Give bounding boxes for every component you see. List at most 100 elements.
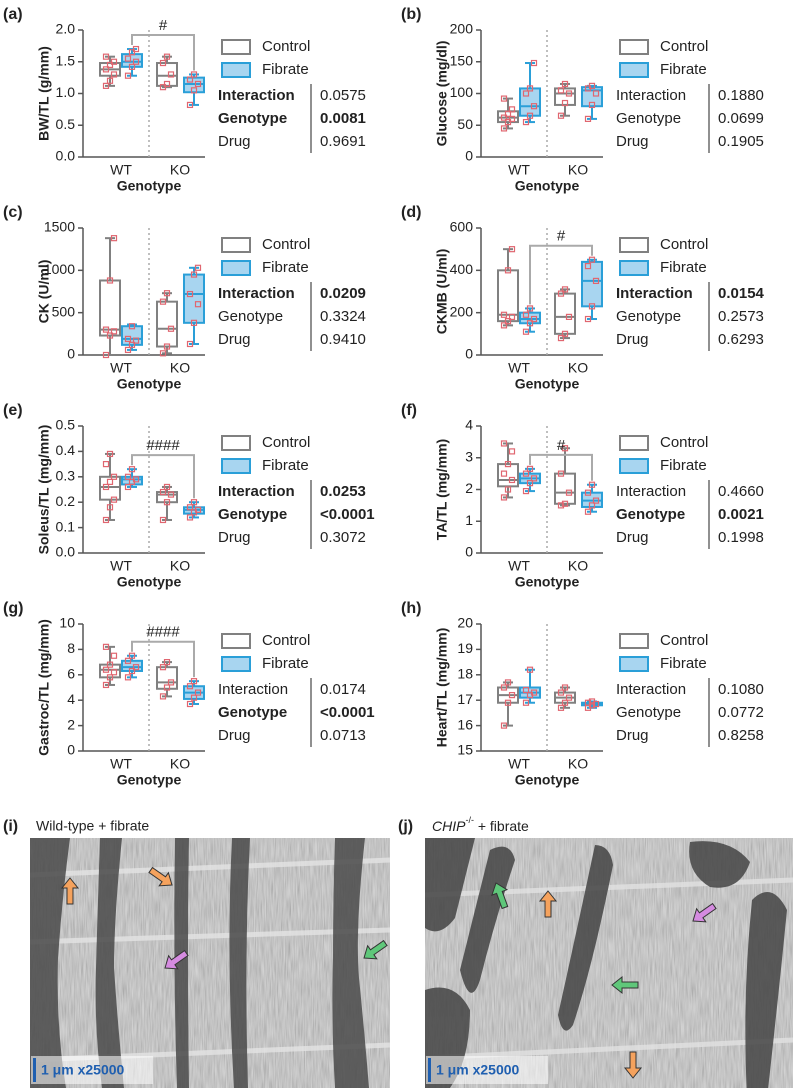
legend-label: Fibrate bbox=[660, 655, 707, 672]
stats-value: 0.3324 bbox=[320, 308, 366, 325]
data-point bbox=[194, 80, 202, 88]
data-point bbox=[504, 679, 512, 686]
data-point bbox=[106, 504, 114, 511]
stats-value: 0.0253 bbox=[320, 483, 366, 500]
legend-label: Control bbox=[262, 434, 310, 451]
title-sup: -/- bbox=[465, 815, 474, 825]
x-tick-label: WT bbox=[110, 360, 132, 376]
y-tick-label: 100 bbox=[450, 84, 474, 100]
data-point bbox=[102, 483, 110, 491]
data-point bbox=[522, 470, 530, 477]
data-point bbox=[190, 319, 198, 326]
significance-label: # bbox=[557, 228, 566, 245]
data-point bbox=[186, 683, 194, 690]
data-point bbox=[102, 516, 110, 524]
stats-value: 0.1080 bbox=[718, 681, 764, 698]
data-point bbox=[584, 508, 592, 515]
box bbox=[121, 659, 143, 672]
data-point bbox=[132, 476, 140, 483]
legend-swatch bbox=[221, 62, 251, 78]
data-point bbox=[163, 499, 171, 506]
data-point bbox=[508, 448, 516, 455]
data-point bbox=[500, 722, 508, 729]
data-point bbox=[592, 497, 600, 504]
box bbox=[554, 292, 576, 335]
data-point bbox=[186, 514, 194, 521]
data-point bbox=[124, 657, 132, 664]
stats-value: 0.0021 bbox=[718, 506, 764, 523]
data-point bbox=[132, 45, 140, 53]
data-point bbox=[526, 305, 534, 312]
data-point bbox=[163, 80, 171, 88]
data-point bbox=[557, 334, 565, 342]
panel-label: (e) bbox=[3, 402, 23, 419]
data-point bbox=[557, 704, 565, 711]
data-point bbox=[106, 61, 114, 69]
data-point bbox=[110, 496, 118, 503]
data-point bbox=[504, 318, 512, 325]
x-tick-label: KO bbox=[170, 756, 190, 772]
legend-label: Control bbox=[660, 38, 708, 55]
y-tick-label: 0 bbox=[465, 148, 473, 164]
data-point bbox=[163, 290, 171, 297]
data-point bbox=[588, 303, 596, 310]
data-point bbox=[530, 59, 538, 67]
stats-value: 0.9410 bbox=[320, 331, 366, 348]
data-point bbox=[522, 118, 530, 126]
legend-swatch bbox=[619, 39, 649, 55]
legend-swatch bbox=[221, 656, 251, 672]
scale-bar-label: 1 μm x25000 bbox=[41, 1062, 125, 1078]
box bbox=[156, 491, 178, 504]
box bbox=[183, 273, 205, 324]
stats-label: Drug bbox=[616, 331, 649, 348]
y-tick-label: 19 bbox=[457, 640, 473, 656]
data-point bbox=[110, 669, 118, 676]
y-axis-label: Glucose (mg/dl) bbox=[434, 41, 450, 147]
data-point bbox=[504, 461, 512, 468]
data-point bbox=[163, 684, 171, 691]
data-point bbox=[194, 689, 202, 696]
data-point bbox=[526, 320, 534, 327]
data-point bbox=[124, 335, 132, 343]
stats-value: 0.8258 bbox=[718, 727, 764, 744]
data-point bbox=[102, 351, 110, 359]
box bbox=[581, 86, 603, 108]
x-tick-label: WT bbox=[508, 162, 530, 178]
micrograph-image bbox=[425, 838, 793, 1088]
data-point bbox=[194, 301, 202, 308]
x-axis-label: Genotype bbox=[515, 574, 580, 590]
data-point bbox=[522, 328, 530, 335]
data-point bbox=[561, 286, 569, 293]
stats-value: 0.0174 bbox=[320, 681, 366, 698]
data-point bbox=[190, 71, 198, 78]
box bbox=[99, 475, 121, 501]
legend-label: Control bbox=[660, 632, 708, 649]
legend-label: Fibrate bbox=[660, 259, 707, 276]
y-tick-label: 1000 bbox=[44, 261, 75, 277]
y-tick-label: 1 bbox=[465, 512, 473, 528]
data-point bbox=[110, 235, 118, 242]
data-point bbox=[557, 502, 565, 509]
data-point bbox=[561, 445, 569, 452]
stats-label: Genotype bbox=[616, 110, 681, 127]
data-point bbox=[522, 311, 530, 318]
legend-label: Control bbox=[262, 38, 310, 55]
data-point bbox=[504, 110, 512, 117]
y-tick-label: 3 bbox=[465, 448, 473, 464]
data-point bbox=[500, 494, 508, 501]
data-point bbox=[124, 55, 132, 62]
y-tick-label: 2 bbox=[465, 480, 473, 496]
data-point bbox=[159, 59, 167, 67]
data-point bbox=[106, 478, 114, 485]
data-point bbox=[557, 470, 565, 477]
y-tick-label: 18 bbox=[457, 666, 473, 682]
data-point bbox=[102, 66, 110, 73]
data-point bbox=[102, 53, 110, 60]
stats-label: Genotype bbox=[218, 308, 283, 325]
data-point bbox=[500, 322, 508, 329]
x-tick-label: WT bbox=[508, 360, 530, 376]
data-point bbox=[530, 689, 538, 696]
box bbox=[156, 300, 178, 348]
data-point bbox=[526, 480, 534, 487]
data-point bbox=[565, 489, 573, 496]
